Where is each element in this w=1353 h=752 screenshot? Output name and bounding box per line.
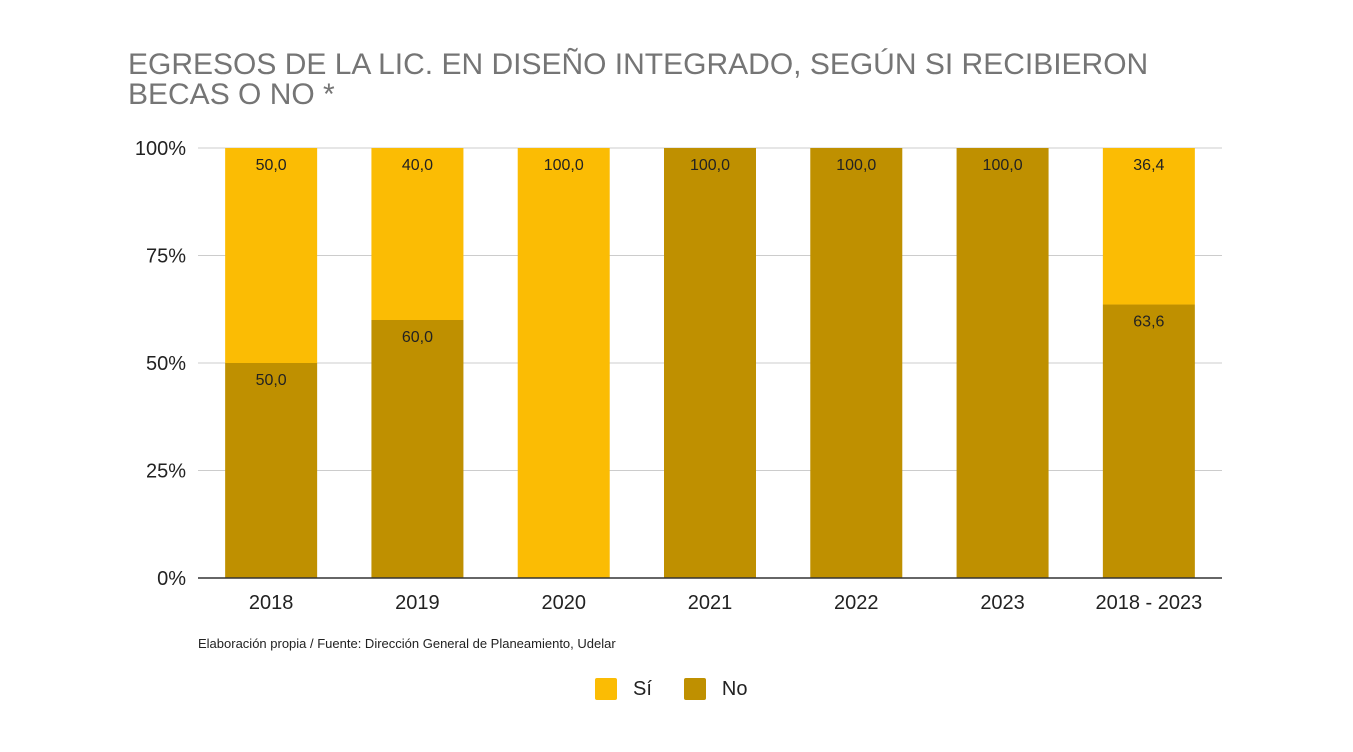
data-label: 60,0 xyxy=(402,329,433,346)
y-tick-label: 100% xyxy=(135,138,186,160)
y-tick-label: 75% xyxy=(146,246,186,268)
data-label: 100,0 xyxy=(690,157,730,174)
bar-segment xyxy=(1102,304,1195,578)
bar-segment xyxy=(225,363,318,578)
legend-label-no: No xyxy=(721,677,748,700)
x-tick-label: 2020 xyxy=(541,592,586,614)
chart-legend: Sí No xyxy=(595,674,779,704)
data-label: 100,0 xyxy=(836,157,876,174)
y-tick-label: 25% xyxy=(146,461,186,483)
bar-segment xyxy=(371,148,464,320)
data-label: 63,6 xyxy=(1133,314,1164,331)
y-tick-label: 0% xyxy=(157,568,186,590)
data-label: 50,0 xyxy=(256,372,287,389)
x-tick-label: 2018 xyxy=(249,592,294,614)
data-label: 36,4 xyxy=(1133,157,1164,174)
legend-swatch-si xyxy=(595,678,617,700)
bar-segment xyxy=(225,148,318,363)
legend-item-si: Sí xyxy=(595,678,652,701)
y-tick-label: 50% xyxy=(146,353,186,375)
bar-segment xyxy=(810,148,903,578)
legend-label-si: Sí xyxy=(633,677,652,700)
data-label: 40,0 xyxy=(402,157,433,174)
data-label: 100,0 xyxy=(544,157,584,174)
chart-source-note: Elaboración propia / Fuente: Dirección G… xyxy=(198,636,616,651)
bar-segment xyxy=(1102,148,1195,305)
legend-item-no: No xyxy=(683,677,748,701)
data-label: 100,0 xyxy=(983,157,1023,174)
bar-segment xyxy=(664,148,756,578)
x-tick-label: 2018 - 2023 xyxy=(1095,592,1202,614)
x-tick-label: 2021 xyxy=(688,592,733,614)
bar-segment xyxy=(517,148,610,578)
chart-title: EGRESOS DE LA LIC. EN DISEÑO INTEGRADO, … xyxy=(128,48,1149,111)
bar-segment xyxy=(371,320,464,578)
legend-swatch-no xyxy=(683,678,706,700)
x-tick-label: 2023 xyxy=(980,592,1025,614)
x-tick-label: 2019 xyxy=(395,592,440,614)
data-label: 50,0 xyxy=(256,157,287,174)
x-tick-label: 2022 xyxy=(834,592,879,614)
bar-segment xyxy=(956,148,1049,578)
